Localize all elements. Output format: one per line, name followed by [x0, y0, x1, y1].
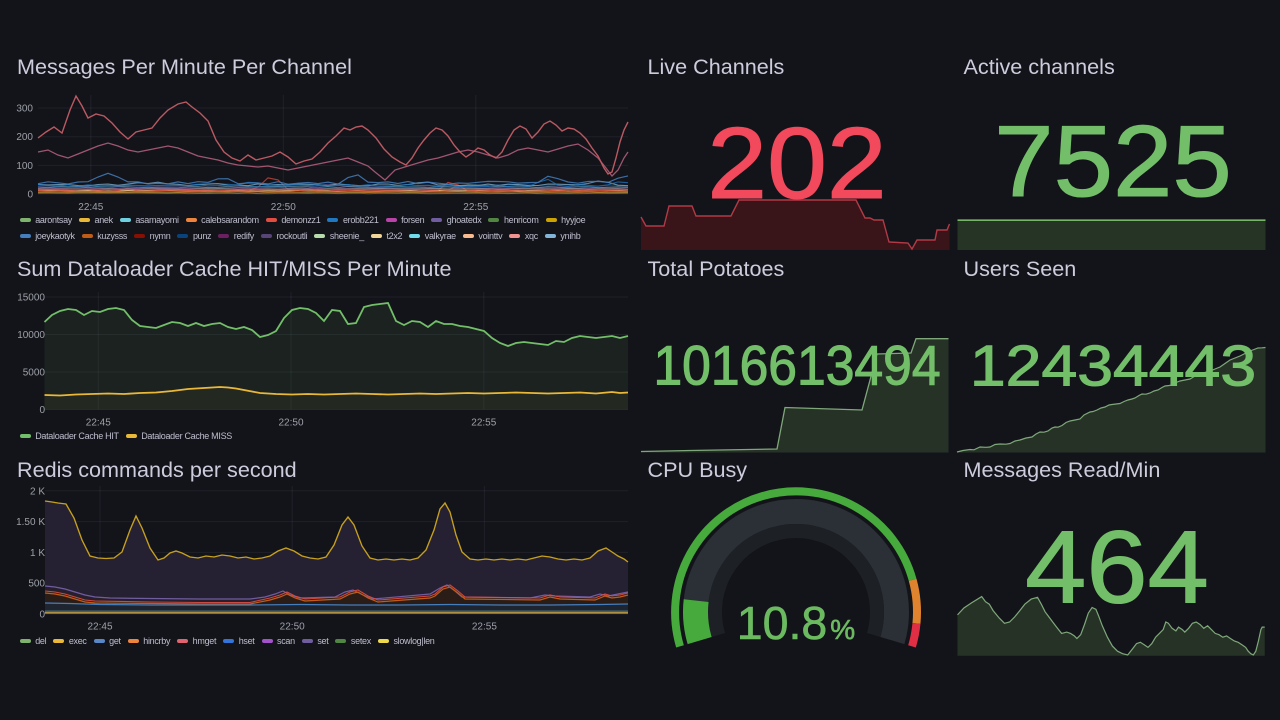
svg-text:10000: 10000 [17, 330, 45, 341]
svg-text:0: 0 [27, 190, 33, 201]
svg-text:22:55: 22:55 [472, 622, 497, 633]
svg-text:2 K: 2 K [30, 486, 45, 497]
svg-text:22:45: 22:45 [86, 418, 111, 429]
svg-text:22:55: 22:55 [463, 202, 488, 213]
svg-text:22:50: 22:50 [280, 622, 305, 633]
svg-text:5000: 5000 [23, 368, 46, 379]
svg-text:200: 200 [16, 132, 33, 143]
svg-text:100: 100 [16, 161, 33, 172]
svg-text:22:45: 22:45 [87, 622, 112, 633]
svg-text:300: 300 [16, 104, 33, 115]
svg-text:1.50 K: 1.50 K [16, 517, 45, 528]
svg-text:0: 0 [39, 405, 45, 416]
svg-text:22:50: 22:50 [271, 202, 296, 213]
svg-text:22:55: 22:55 [471, 418, 496, 429]
svg-text:500: 500 [28, 579, 45, 590]
svg-text:15000: 15000 [17, 293, 45, 304]
svg-text:22:45: 22:45 [78, 202, 103, 213]
svg-text:0: 0 [39, 610, 45, 621]
svg-text:22:50: 22:50 [278, 418, 303, 429]
svg-text:1 K: 1 K [30, 548, 45, 559]
